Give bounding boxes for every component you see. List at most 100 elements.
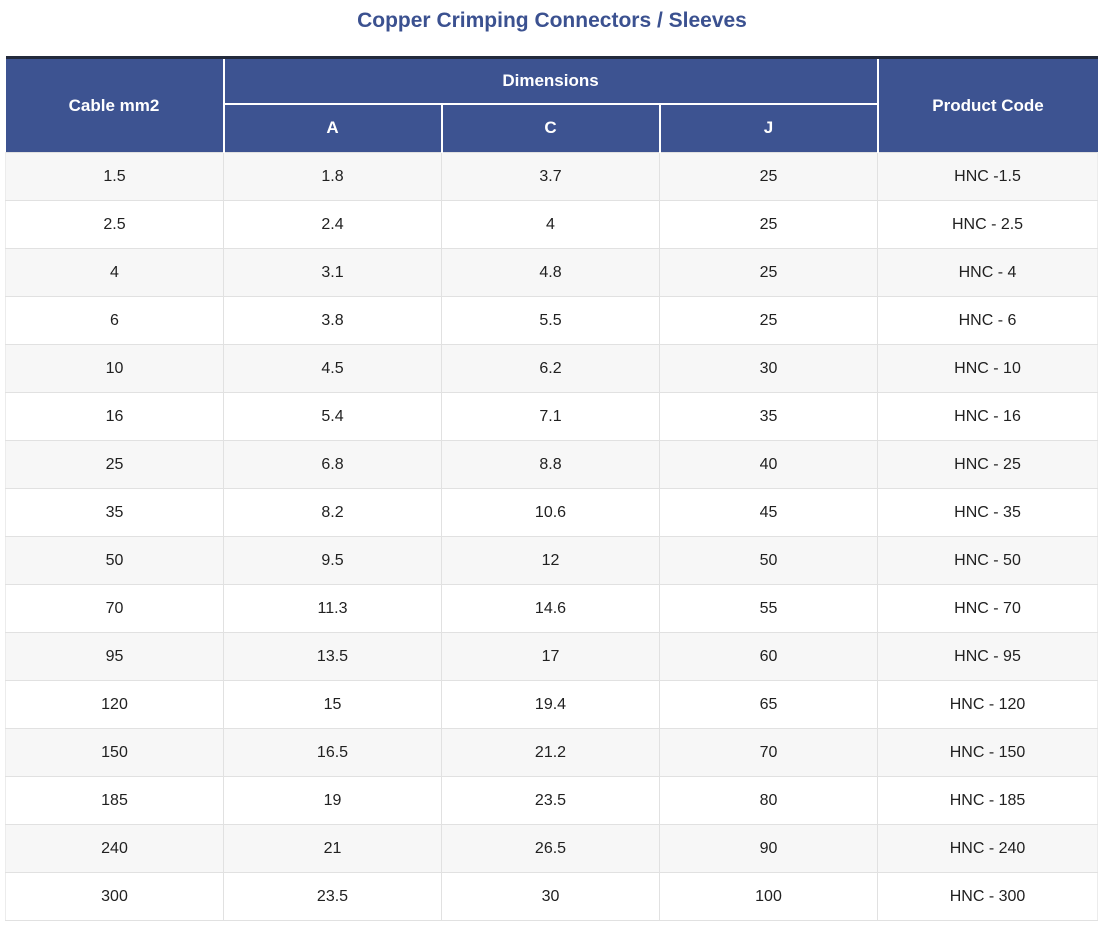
table-row: 16 5.4 7.1 35 HNC - 16 <box>5 392 1099 441</box>
cell-dim-a: 6.8 <box>223 440 442 489</box>
cell-product-code: HNC - 4 <box>877 248 1099 297</box>
header-row-group: Cable mm2 Dimensions Product Code <box>5 57 1098 153</box>
cell-dim-a: 21 <box>223 824 442 873</box>
cell-cable-mm2: 4 <box>5 248 224 297</box>
cell-dim-j: 70 <box>658 728 879 777</box>
cell-product-code: HNC - 120 <box>877 680 1099 729</box>
header-dim-a: A <box>223 103 443 153</box>
table-row: 50 9.5 12 50 HNC - 50 <box>5 536 1099 585</box>
cell-product-code: HNC - 16 <box>877 392 1099 441</box>
cell-dim-a: 11.3 <box>223 584 442 633</box>
header-dim-j: J <box>659 103 879 153</box>
cell-dim-c: 26.5 <box>441 824 660 873</box>
cell-dim-j: 35 <box>658 392 879 441</box>
cell-product-code: HNC - 185 <box>877 776 1099 825</box>
table-row: 4 3.1 4.8 25 HNC - 4 <box>5 248 1099 297</box>
cell-dim-c: 10.6 <box>441 488 660 537</box>
cell-cable-mm2: 150 <box>5 728 224 777</box>
cell-dim-j: 45 <box>658 488 879 537</box>
cell-dim-c: 19.4 <box>441 680 660 729</box>
cell-dim-a: 2.4 <box>223 200 442 249</box>
cell-product-code: HNC - 6 <box>877 296 1099 345</box>
cell-dim-c: 21.2 <box>441 728 660 777</box>
cell-dim-c: 30 <box>441 872 660 921</box>
cell-cable-mm2: 185 <box>5 776 224 825</box>
table-row: 240 21 26.5 90 HNC - 240 <box>5 824 1099 873</box>
cell-dim-j: 80 <box>658 776 879 825</box>
cell-cable-mm2: 10 <box>5 344 224 393</box>
table-row: 25 6.8 8.8 40 HNC - 25 <box>5 440 1099 489</box>
cell-dim-j: 25 <box>658 248 879 297</box>
cell-product-code: HNC - 25 <box>877 440 1099 489</box>
cell-cable-mm2: 50 <box>5 536 224 585</box>
cell-dim-j: 100 <box>658 872 879 921</box>
cell-dim-c: 5.5 <box>441 296 660 345</box>
cell-dim-a: 4.5 <box>223 344 442 393</box>
cell-product-code: HNC -1.5 <box>877 152 1099 201</box>
cell-dim-c: 6.2 <box>441 344 660 393</box>
cell-dim-j: 90 <box>658 824 879 873</box>
cell-dim-c: 3.7 <box>441 152 660 201</box>
cell-dim-a: 13.5 <box>223 632 442 681</box>
cell-cable-mm2: 25 <box>5 440 224 489</box>
cell-dim-j: 30 <box>658 344 879 393</box>
spec-table: Cable mm2 Dimensions Product Code A C J … <box>5 56 1099 921</box>
table-row: 1.5 1.8 3.7 25 HNC -1.5 <box>5 152 1099 201</box>
cell-cable-mm2: 300 <box>5 872 224 921</box>
cell-cable-mm2: 35 <box>5 488 224 537</box>
cell-cable-mm2: 2.5 <box>5 200 224 249</box>
cell-dim-c: 17 <box>441 632 660 681</box>
cell-cable-mm2: 70 <box>5 584 224 633</box>
cell-dim-j: 25 <box>658 152 879 201</box>
header-dimensions-group: Dimensions <box>223 57 879 105</box>
table-header: Cable mm2 Dimensions Product Code A C J <box>5 57 1098 153</box>
table-row: 10 4.5 6.2 30 HNC - 10 <box>5 344 1099 393</box>
header-product-code: Product Code <box>877 57 1098 153</box>
cell-cable-mm2: 16 <box>5 392 224 441</box>
cell-dim-a: 15 <box>223 680 442 729</box>
header-dim-c: C <box>441 103 661 153</box>
cell-dim-a: 23.5 <box>223 872 442 921</box>
table-row: 35 8.2 10.6 45 HNC - 35 <box>5 488 1099 537</box>
cell-dim-c: 8.8 <box>441 440 660 489</box>
cell-dim-c: 23.5 <box>441 776 660 825</box>
cell-cable-mm2: 1.5 <box>5 152 224 201</box>
cell-product-code: HNC - 150 <box>877 728 1099 777</box>
cell-dim-a: 1.8 <box>223 152 442 201</box>
cell-product-code: HNC - 300 <box>877 872 1099 921</box>
cell-dim-a: 16.5 <box>223 728 442 777</box>
cell-product-code: HNC - 240 <box>877 824 1099 873</box>
cell-dim-j: 55 <box>658 584 879 633</box>
cell-dim-c: 4 <box>441 200 660 249</box>
table-row: 185 19 23.5 80 HNC - 185 <box>5 776 1099 825</box>
cell-dim-c: 12 <box>441 536 660 585</box>
cell-dim-c: 14.6 <box>441 584 660 633</box>
cell-product-code: HNC - 10 <box>877 344 1099 393</box>
cell-dim-j: 65 <box>658 680 879 729</box>
page-title: Copper Crimping Connectors / Sleeves <box>357 9 747 32</box>
cell-dim-j: 50 <box>658 536 879 585</box>
cell-product-code: HNC - 70 <box>877 584 1099 633</box>
cell-dim-c: 4.8 <box>441 248 660 297</box>
cell-product-code: HNC - 95 <box>877 632 1099 681</box>
cell-dim-j: 25 <box>658 200 879 249</box>
table-row: 2.5 2.4 4 25 HNC - 2.5 <box>5 200 1099 249</box>
cell-dim-a: 19 <box>223 776 442 825</box>
cell-cable-mm2: 240 <box>5 824 224 873</box>
header-cable-mm2: Cable mm2 <box>5 57 225 153</box>
cell-dim-a: 5.4 <box>223 392 442 441</box>
cell-dim-a: 3.1 <box>223 248 442 297</box>
header-row-sub: A C J <box>6 103 1098 153</box>
cell-dim-j: 25 <box>658 296 879 345</box>
table-row: 300 23.5 30 100 HNC - 300 <box>5 872 1099 921</box>
table-row: 95 13.5 17 60 HNC - 95 <box>5 632 1099 681</box>
table-row: 150 16.5 21.2 70 HNC - 150 <box>5 728 1099 777</box>
table-row: 6 3.8 5.5 25 HNC - 6 <box>5 296 1099 345</box>
cell-dim-c: 7.1 <box>441 392 660 441</box>
cell-product-code: HNC - 2.5 <box>877 200 1099 249</box>
cell-dim-a: 8.2 <box>223 488 442 537</box>
cell-cable-mm2: 6 <box>5 296 224 345</box>
cell-dim-a: 3.8 <box>223 296 442 345</box>
cell-product-code: HNC - 35 <box>877 488 1099 537</box>
table-body: 1.5 1.8 3.7 25 HNC -1.5 2.5 2.4 4 25 HNC - 2.5 4 3.… <box>5 152 1099 921</box>
